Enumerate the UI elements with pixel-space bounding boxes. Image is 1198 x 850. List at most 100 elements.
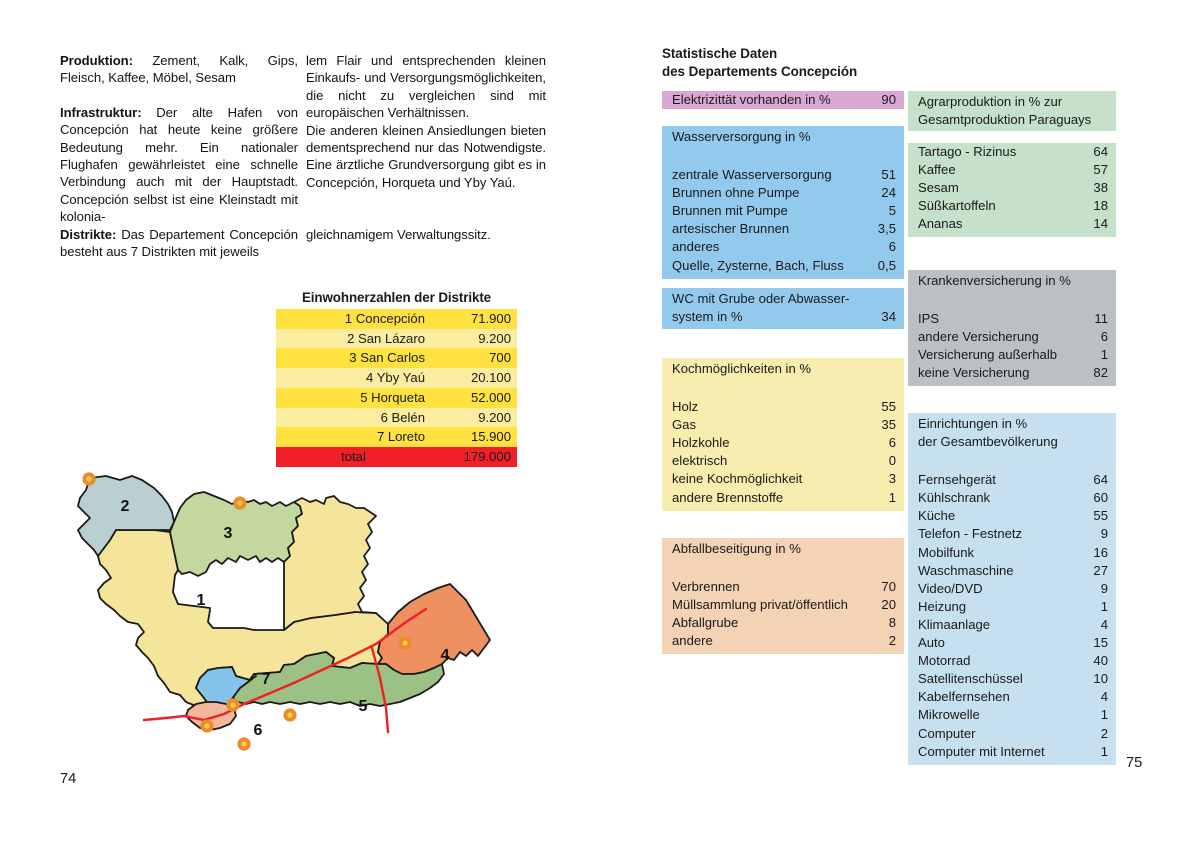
equipment-value: 9 [1100,526,1108,542]
equipment-row: Computer 2 [908,725,1116,743]
water-label: Brunnen ohne Pumpe [672,185,800,201]
paragraph-produktion: Produktion: Zement, Kalk, Gips, Fleisch,… [60,52,298,87]
equipment-row: Waschmaschine 27 [908,562,1116,580]
table-row: 7 Loreto 15.900 [276,427,517,447]
waste-row: Verbrennen 70 [662,578,904,596]
cooking-value: 55 [881,399,896,415]
paragraph-distrikte-continuation: gleichnamigem Verwaltungssitz. [306,226,546,243]
map-label-3: 3 [224,525,233,542]
wc-header-line1: WC mit Grube oder Abwasser- [672,291,850,306]
agriculture-label: Süßkartoffeln [918,198,996,214]
statistics-title-line2: des Departements Concepción [662,63,858,79]
table-row: 2 San Lázaro 9.200 [276,328,517,349]
health-insurance-value: 6 [1100,329,1108,345]
district-name: 1 Concepción [276,309,431,329]
equipment-value: 16 [1093,544,1108,560]
waste-row: andere 2 [662,632,904,650]
district-name: 3 San Carlos [276,348,431,369]
equipment-label: Motorrad [918,653,971,669]
page-number-left: 74 [60,771,77,787]
equipment-row: Fernsehgerät 64 [908,471,1116,489]
district-name: 2 San Lázaro [276,328,431,349]
equipment-value: 1 [1100,598,1108,614]
paragraph-distrikte-label: Distrikte: [60,227,117,242]
table-row: 1 Concepción 71.900 [276,309,517,329]
table-row-total: total 179.000 [276,446,517,467]
spacer [662,560,904,578]
water-value: 24 [881,185,896,201]
spacer [662,148,904,166]
cooking-row: keine Kochmöglichkeit 3 [662,470,904,488]
box-waste-disposal: Abfallbeseitigung in % Verbrennen 70 Mülls… [662,538,904,655]
water-label: zentrale Wasserversorgung [672,167,832,183]
waste-value: 20 [881,597,896,613]
cooking-row: Holz 55 [662,398,904,416]
spacer [662,380,904,398]
electricity-value: 90 [881,92,896,107]
health-header: Krankenversicherung in % [918,273,1071,288]
water-row: zentrale Wasserversorgung 51 [662,166,904,184]
waste-label: Verbrennen [672,579,740,595]
map-region-1-east[interactable] [283,495,377,631]
paragraph-distrikte: Distrikte: Das Departement Concepción be… [60,226,298,261]
water-header: Wasserversorgung in % [672,129,811,144]
box-wc-sewage: WC mit Grube oder Abwasser- system in % … [662,288,904,330]
district-name: 7 Loreto [276,427,431,447]
map-region-6[interactable] [185,701,237,731]
equipment-row: Kühlschrank 60 [908,489,1116,507]
agriculture-row: Sesam 38 [908,179,1116,197]
waste-row: Müllsammlung privat/öffentlich 20 [662,596,904,614]
agriculture-value: 38 [1093,180,1108,196]
district-map: 2 3 1 4 5 7 6 [58,452,538,767]
health-insurance-label: andere Versicherung [918,329,1039,345]
equipment-row: Satellitenschüssel 10 [908,670,1116,688]
map-region-2[interactable] [77,475,175,557]
water-row: artesischer Brunnen 3,5 [662,220,904,238]
equipment-value: 55 [1093,508,1108,524]
district-population: 9.200 [431,328,517,349]
map-label-5: 5 [359,698,368,715]
equipment-row: Kabelfernsehen 4 [908,688,1116,706]
water-value: 6 [888,239,896,255]
box-equipment: Einrichtungen in % der Gesamtbevölkerung… [908,413,1116,765]
paragraph-produktion-text: Zement, Kalk, Gips, Fleisch, Kaffee, Möb… [60,53,298,86]
box-cooking: Kochmöglichkeiten in % Holz 55 Gas 35 Holzko… [662,358,904,511]
cooking-value: 35 [881,417,896,433]
district-population: 9.200 [431,407,517,428]
box-electricity: Elektrizittät vorhanden in % 90 [662,91,904,110]
cooking-label: Holz [672,399,699,415]
paragraph-produktion-label: Produktion: [60,53,133,68]
paragraph-infrastruktur-text: Der alte Hafen von Concepción hat heute … [60,104,298,225]
equipment-row: Motorrad 40 [908,652,1116,670]
map-region-7[interactable] [195,666,255,713]
equipment-label: Mobilfunk [918,544,975,560]
cooking-rows: Holz 55 Gas 35 Holzkohle 6 elektrisch 0 keine Ko… [662,398,904,507]
equipment-value: 2 [1100,725,1108,741]
district-population: 71.900 [431,309,517,329]
water-label: Quelle, Zysterne, Bach, Fluss [672,257,844,273]
water-value: 5 [888,203,896,219]
water-row: Brunnen mit Pumpe 5 [662,202,904,220]
map-road-branch [370,646,390,734]
equipment-label: Video/DVD [918,580,983,596]
cooking-header: Kochmöglichkeiten in % [672,361,812,376]
equipment-value: 9 [1100,580,1108,596]
equipment-row: Klimaanlage 4 [908,616,1116,634]
health-insurance-label: Versicherung außerhalb [918,347,1058,363]
map-road-main [142,607,428,722]
map-label-4: 4 [441,647,450,664]
table-row: 6 Belén 9.200 [276,407,517,428]
box-agriculture-body: Tartago - Rizinus 64 Kaffee 57 Sesam 38 Süßkar… [908,143,1116,238]
cooking-label: Gas [672,417,697,433]
equipment-value: 15 [1093,635,1108,651]
cooking-row: Gas 35 [662,416,904,434]
equipment-value: 1 [1100,707,1108,723]
equipment-row: Mobilfunk 16 [908,544,1116,562]
cooking-value: 6 [888,435,896,451]
cooking-value: 0 [888,453,896,469]
water-value: 0,5 [877,257,896,273]
water-value: 3,5 [877,221,896,237]
electricity-header: Elektrizittät vorhanden in % [672,92,831,107]
box-agriculture-header: Agrarproduktion in % zur Gesamtproduktio… [908,91,1116,132]
equipment-rows: Fernsehgerät 64 Kühlschrank 60 Küche 55 Telefo… [908,471,1116,761]
